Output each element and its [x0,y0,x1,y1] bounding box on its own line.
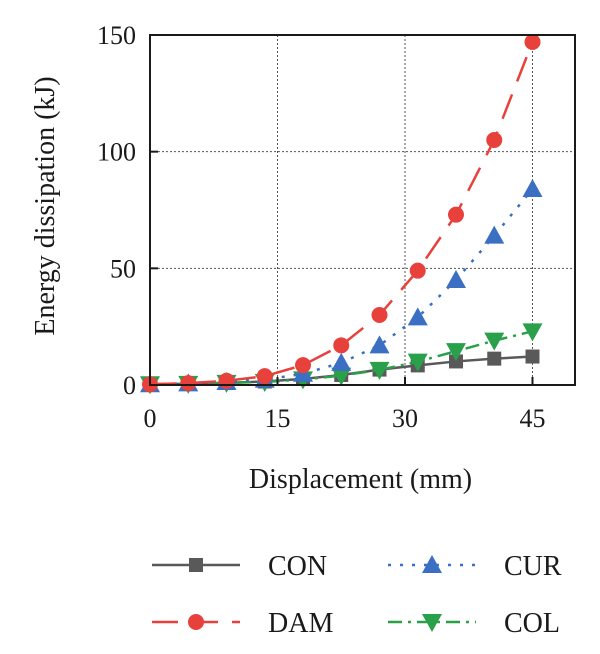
y-tick-label: 150 [97,21,136,50]
data-point-dam [524,34,541,50]
data-point-dam [218,372,235,389]
data-point-dam [180,375,197,392]
x-tick-label: 15 [265,404,291,433]
series-line-col [149,330,533,386]
y-tick-label: 100 [97,138,136,167]
legend: CON CUR DAM COL [152,551,562,639]
series-dam [142,34,541,393]
y-tick-label: 0 [123,371,136,400]
series-line-dam [149,41,534,386]
data-point-col [446,343,466,362]
x-tick-label: 45 [520,404,546,433]
legend-label-dam: DAM [268,608,333,639]
data-point-dam [333,337,350,354]
legend-label-col: COL [504,608,560,639]
data-point-dam [486,132,503,148]
legend-item-dam: DAM [152,608,333,639]
grid-layer [150,34,575,385]
data-point-col [407,353,428,372]
data-point-cur [446,270,466,288]
data-point-col [331,367,352,386]
legend-label-cur: CUR [504,551,562,582]
data-point-col [522,323,543,342]
series-layer [140,34,543,395]
data-point-cur [407,307,428,326]
data-point-con [449,354,463,369]
data-point-con [525,349,540,364]
legend-marker-dam [188,614,204,630]
legend-marker-col [422,614,442,632]
x-tick-label: 30 [392,404,418,433]
data-point-dam [256,368,273,385]
data-point-cur [369,335,390,354]
data-point-dam [371,307,388,323]
data-point-cur [484,225,505,244]
tick-layer: 0 15 30 45 0 50 100 150 [97,21,546,433]
legend-item-con: CON [152,551,327,582]
data-point-dam [295,357,311,374]
y-axis-label: Energy dissipation (kJ) [30,76,61,335]
legend-label-con: CON [268,551,327,582]
plot-frame [149,34,576,386]
data-point-col [369,361,390,380]
data-point-dam [409,262,426,279]
legend-item-col: COL [388,608,560,639]
legend-marker-con [189,558,203,572]
y-tick-label: 50 [110,254,136,283]
data-point-col [484,332,505,351]
legend-item-cur: CUR [388,551,562,582]
data-point-dam [448,206,464,223]
x-axis-label: Displacement (mm) [249,464,472,495]
data-point-cur [331,352,352,371]
x-tick-label: 0 [144,404,157,433]
data-point-cur [522,179,543,197]
data-point-con [487,351,502,366]
legend-marker-cur [422,555,442,573]
